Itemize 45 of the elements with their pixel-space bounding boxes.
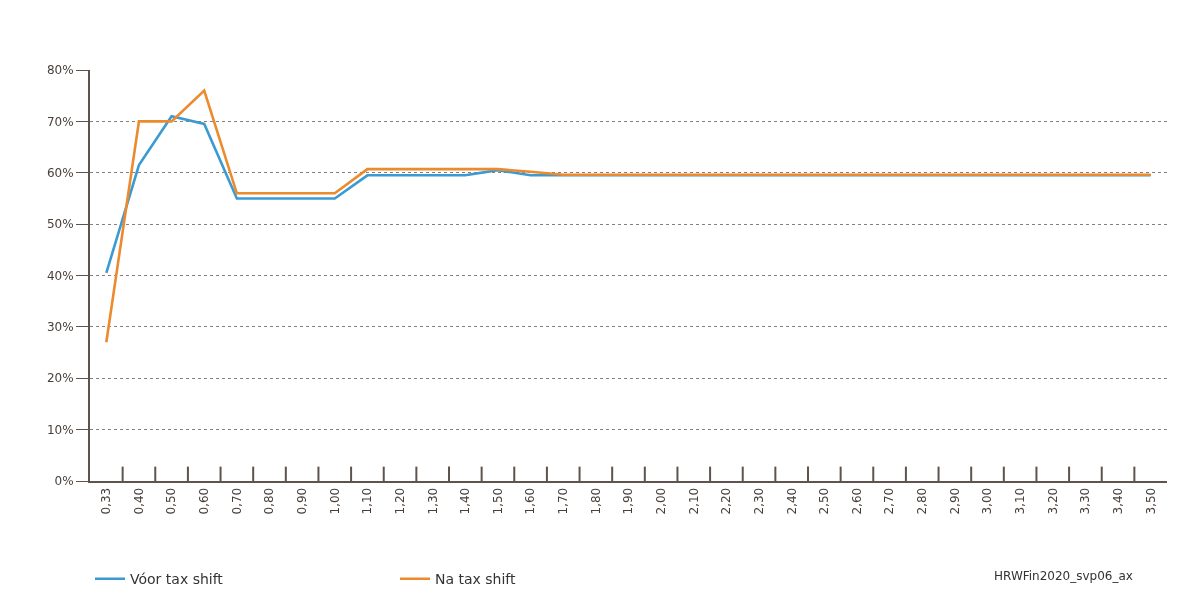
- x-tick-label: 2,70: [882, 487, 897, 515]
- x-tick-label: 1,20: [392, 487, 407, 515]
- y-tick-label: 70%: [46, 114, 74, 129]
- y-tick-label: 10%: [46, 422, 74, 437]
- x-tick-label: 3,20: [1045, 487, 1060, 515]
- legend-label: Vóor tax shift: [130, 571, 224, 588]
- x-tick-label: 3,00: [980, 487, 995, 515]
- x-tick-label: 0,33: [99, 487, 114, 515]
- x-tick-label: 0,60: [197, 487, 212, 515]
- x-tick-label: 1,50: [490, 487, 505, 515]
- x-tick-label: 1,60: [523, 487, 538, 515]
- x-tick-label: 1,10: [360, 487, 375, 515]
- y-tick-label: 30%: [46, 320, 74, 335]
- text: HRWFin2020_svp06_ax: [994, 569, 1133, 583]
- x-tick-label: 2,60: [849, 487, 864, 515]
- x-tick-label: 2,10: [686, 487, 701, 515]
- x-tick-label: 2,30: [751, 487, 766, 515]
- x-tick-label: 0,80: [262, 487, 277, 515]
- x-tick-label: 1,90: [621, 487, 636, 515]
- x-tick-label: 0,70: [229, 487, 244, 515]
- y-tick-label: 80%: [46, 63, 74, 78]
- x-tick-label: 1,30: [425, 487, 440, 515]
- x-tick-label: 2,00: [654, 487, 669, 515]
- x-tick-label: 2,20: [719, 487, 734, 515]
- x-tick-label: 3,50: [1143, 487, 1158, 515]
- x-tick-label: 0,50: [164, 487, 179, 515]
- x-tick-label: 2,50: [817, 487, 832, 515]
- x-tick-label: 1,70: [556, 487, 571, 515]
- y-tick-label: 50%: [46, 217, 74, 232]
- legend-label: Na tax shift: [435, 571, 517, 588]
- y-tick-label: 60%: [46, 165, 74, 180]
- y-tick-label: 40%: [46, 268, 74, 283]
- x-tick-label: 1,80: [588, 487, 603, 515]
- x-tick-label: 3,10: [1013, 487, 1028, 515]
- y-tick-label: 0%: [54, 474, 74, 489]
- y-tick-label: 20%: [46, 371, 74, 386]
- x-tick-label: 0,90: [295, 487, 310, 515]
- x-tick-label: 3,40: [1110, 487, 1125, 515]
- x-tick-label: 2,80: [915, 487, 930, 515]
- x-tick-label: 2,90: [947, 487, 962, 515]
- x-tick-label: 2,40: [784, 487, 799, 515]
- x-tick-label: 0,40: [131, 487, 146, 515]
- x-tick-label: 1,00: [327, 487, 342, 515]
- x-tick-label: 3,30: [1078, 487, 1093, 515]
- x-tick-label: 1,40: [458, 487, 473, 515]
